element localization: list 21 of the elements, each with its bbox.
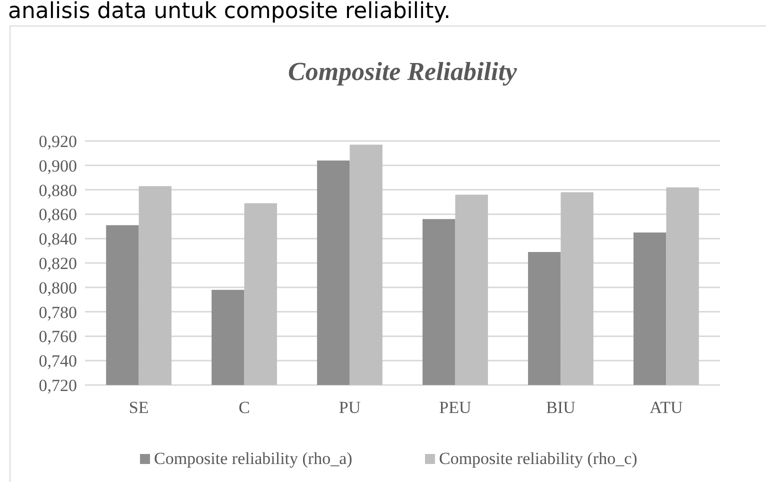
x-tick-label: BIU	[546, 398, 576, 417]
y-tick-label: 0,920	[38, 132, 77, 151]
x-tick-label: PU	[338, 398, 361, 417]
y-tick-label: 0,880	[38, 180, 77, 200]
y-tick-label: 0,860	[38, 205, 77, 224]
y-tick-label: 0,800	[38, 278, 77, 298]
y-tick-label: 0,740	[38, 352, 77, 371]
legend-label: Composite reliability (rho_c)	[439, 449, 638, 468]
y-tick-label: 0,900	[38, 156, 77, 176]
y-tick-label: 0,820	[38, 254, 77, 273]
y-tick-label: 0,780	[38, 302, 77, 322]
text: analisis data untuk composite reliability.	[8, 0, 451, 24]
x-tick-label: PEU	[439, 398, 472, 417]
legend-label: Composite reliability (rho_a)	[154, 449, 352, 468]
x-tick-label: C	[238, 398, 250, 417]
y-tick-label: 0,760	[38, 327, 77, 346]
y-tick-label: 0,720	[38, 376, 77, 395]
chart-title: Composite Reliability	[288, 57, 518, 86]
x-tick-label: ATU	[650, 398, 683, 417]
y-tick-label: 0,840	[38, 230, 77, 249]
x-tick-label: SE	[128, 398, 149, 417]
